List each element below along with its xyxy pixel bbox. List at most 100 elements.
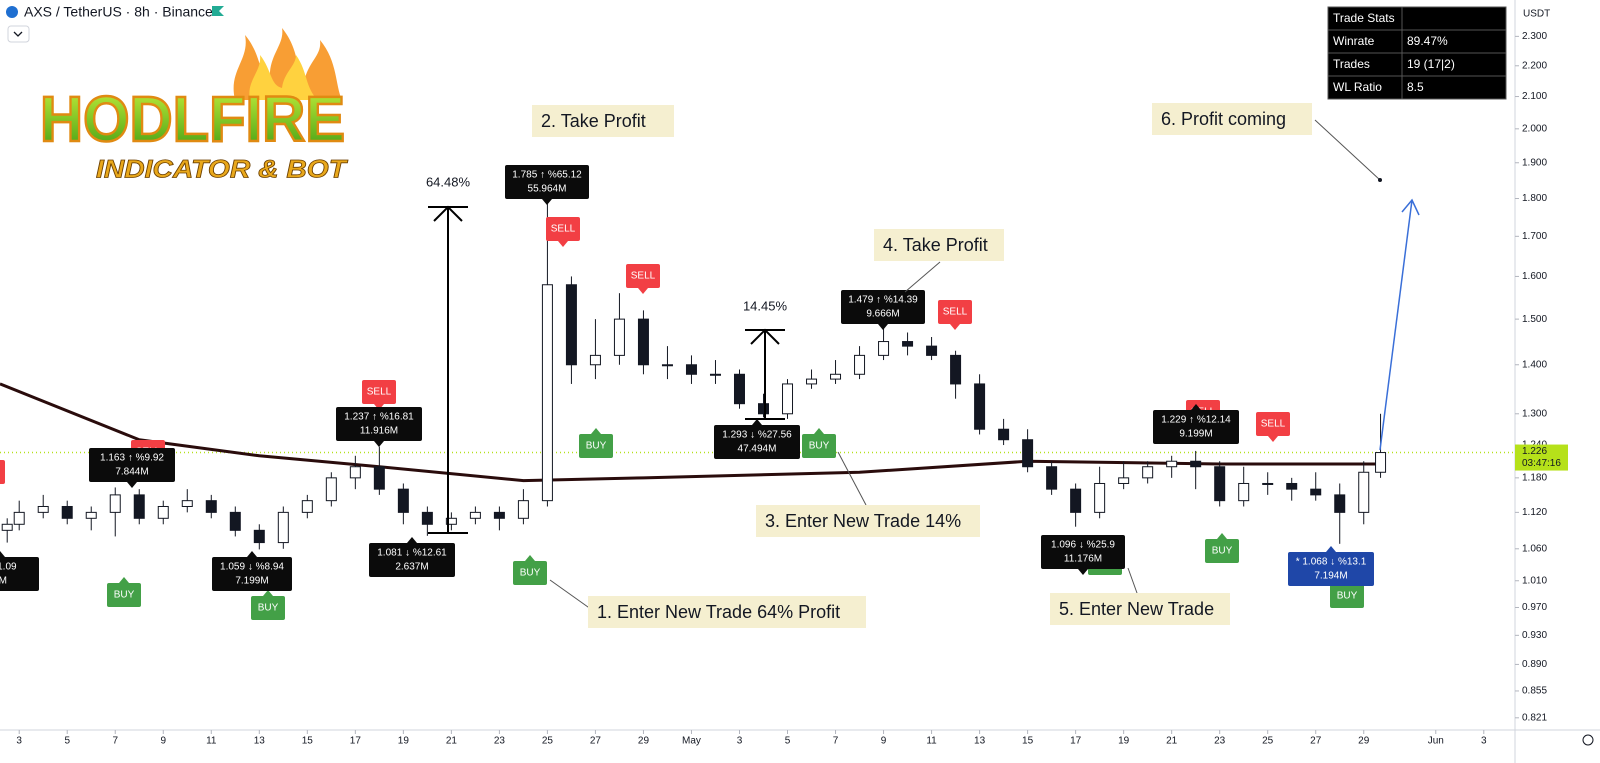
trade-label-text: 1.237 ↑ %16.81 xyxy=(344,412,414,423)
x-tick-label: 3 xyxy=(16,736,22,747)
trade-label-pointer xyxy=(127,482,137,488)
callout-text: 2. Take Profit xyxy=(541,111,646,131)
candle-body xyxy=(1166,460,1178,468)
signal-label: SELL xyxy=(551,224,576,235)
x-tick-label: 21 xyxy=(446,736,458,747)
trade-label-text: 7.194M xyxy=(1314,571,1347,582)
candle-body xyxy=(445,517,457,525)
collapse-button[interactable] xyxy=(7,25,30,43)
candle-body xyxy=(1,523,13,531)
callout-box xyxy=(1050,593,1230,625)
trade-label: 1.081 ↓ %12.61 2.637M xyxy=(369,537,455,577)
x-tick-label: 23 xyxy=(494,736,506,747)
signal-label: BUY xyxy=(1337,591,1358,602)
candle-body xyxy=(974,383,986,430)
candle-body xyxy=(157,505,169,519)
callout-text: 3. Enter New Trade 14% xyxy=(765,511,961,531)
candle-body xyxy=(902,341,914,347)
candle-body xyxy=(61,505,73,519)
signal-box xyxy=(1256,412,1290,436)
callout-box xyxy=(532,105,674,137)
trade-label: %11.09 8M xyxy=(0,551,39,591)
x-tick-label: 7 xyxy=(833,736,839,747)
x-tick-label: May xyxy=(682,736,701,747)
countdown: 03:47:16 xyxy=(1522,458,1561,469)
status-flag xyxy=(212,6,224,16)
y-tick-label: 1.800 xyxy=(1522,193,1547,204)
candle-body xyxy=(109,494,121,513)
header: AXS / TetherUS · 8h · Binance xyxy=(6,4,224,43)
signal-box xyxy=(513,561,547,585)
signal-box xyxy=(579,434,613,458)
candle-body xyxy=(493,511,505,519)
candle-body xyxy=(685,364,697,375)
signal-pointer xyxy=(638,288,648,294)
signal-label: BUY xyxy=(520,568,541,579)
x-tick-label: 29 xyxy=(638,736,650,747)
signal-box xyxy=(251,596,285,620)
trade-label-pointer xyxy=(0,551,5,557)
trade-label-text: 8M xyxy=(0,576,7,587)
x-tick-label: 13 xyxy=(974,736,986,747)
candle-body xyxy=(637,318,649,366)
plot-area xyxy=(0,204,1515,550)
y-tick-label: 0.855 xyxy=(1522,686,1547,697)
signal-pointer xyxy=(119,577,129,583)
trade-label: 1.237 ↑ %16.81 11.916M xyxy=(336,407,422,447)
callout-leader xyxy=(1314,119,1381,181)
trade-label-text: 1.081 ↓ %12.61 xyxy=(377,548,447,559)
y-tick-label: 1.300 xyxy=(1522,408,1547,419)
candle-body xyxy=(613,318,625,356)
candle-body xyxy=(37,505,49,513)
signal-label: BUY xyxy=(114,590,135,601)
signal: BUY xyxy=(107,577,141,607)
trade-label-pointer xyxy=(878,324,888,330)
trade-label-text: 9.666M xyxy=(866,309,899,320)
flame xyxy=(249,55,318,100)
table-cell-text: WL Ratio xyxy=(1333,80,1382,94)
trade-label-box xyxy=(0,557,39,591)
candle-body xyxy=(349,466,361,479)
callout: 4. Take Profit xyxy=(874,229,1004,293)
table-cell-text: 89.47% xyxy=(1407,34,1448,48)
trade-label-box xyxy=(369,543,455,577)
y-tick-label: 2.000 xyxy=(1522,123,1547,134)
callout-box xyxy=(874,229,1004,261)
callout-dot xyxy=(1378,178,1382,182)
candle-body xyxy=(277,511,289,544)
y-tick-label: 1.400 xyxy=(1522,359,1547,370)
table-cell-text: 19 (17|2) xyxy=(1407,57,1455,71)
trade-label-text: 1.293 ↓ %27.56 xyxy=(722,430,792,441)
settings-icon[interactable] xyxy=(1582,734,1594,746)
x-tick-label: 13 xyxy=(254,736,266,747)
trade-label: 1.479 ↑ %14.39 9.666M xyxy=(841,290,925,330)
callout-leader xyxy=(549,579,596,613)
signal-label: SELL xyxy=(631,271,656,282)
y-tick-label: 1.600 xyxy=(1522,271,1547,282)
candle-body xyxy=(421,511,433,525)
y-tick-label: 0.890 xyxy=(1522,659,1547,670)
x-tick-label: 3 xyxy=(1481,736,1487,747)
trade-label: 1.229 ↑ %12.14 9.199M xyxy=(1153,404,1239,444)
signal-box xyxy=(938,300,972,324)
trade-label: 1.163 ↑ %9.92 7.844M xyxy=(89,448,175,488)
x-tick-label: Jun xyxy=(1428,736,1444,747)
y-tick-label: 1.900 xyxy=(1522,157,1547,168)
x-tick-label: 7 xyxy=(112,736,118,747)
trade-label-box xyxy=(89,448,175,482)
logo-title: HODLFIRE xyxy=(40,83,345,155)
x-tick-label: 17 xyxy=(350,736,362,747)
y-tick-label: 1.060 xyxy=(1522,543,1547,554)
candle-body xyxy=(181,500,193,507)
trade-label: 1.785 ↑ %65.12 55.964M xyxy=(505,165,589,205)
x-tick-label: 15 xyxy=(302,736,314,747)
candle-body xyxy=(565,284,577,366)
trade-label-pointer xyxy=(374,441,384,447)
signal: BUY xyxy=(579,428,613,458)
signal: BUY xyxy=(251,590,285,620)
callout: 2. Take Profit xyxy=(532,105,674,137)
trade-label-box xyxy=(336,407,422,441)
x-tick-label: 15 xyxy=(1022,736,1034,747)
candle-body xyxy=(1022,439,1034,468)
